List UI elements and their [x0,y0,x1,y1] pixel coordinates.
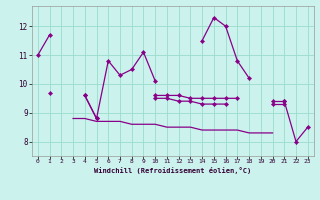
X-axis label: Windchill (Refroidissement éolien,°C): Windchill (Refroidissement éolien,°C) [94,167,252,174]
